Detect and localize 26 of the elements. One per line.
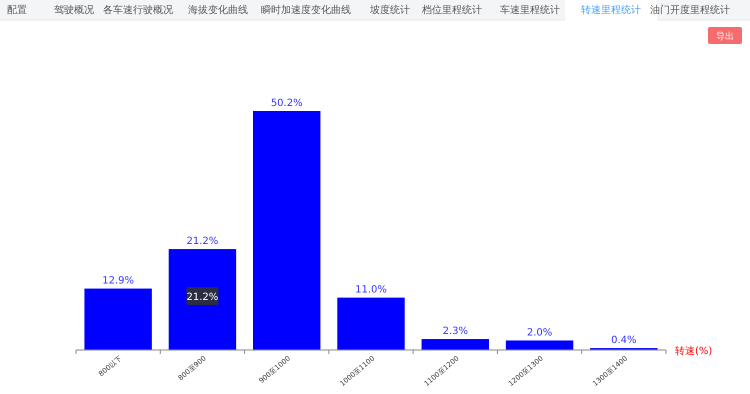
text: 车速里程统计 — [500, 4, 560, 16]
text: 导出 — [716, 31, 734, 42]
bar — [84, 288, 152, 350]
text: 配置 — [7, 4, 27, 16]
x-axis-title: 转速(%) — [675, 345, 712, 357]
data-label: 12.9% — [102, 276, 134, 287]
text: 海拔变化曲线 — [188, 4, 248, 16]
bar — [422, 339, 489, 350]
text: 档位里程统计 — [421, 4, 482, 16]
text: 转速里程统计 — [581, 4, 641, 16]
text: 瞬时加速度变化曲线 — [261, 4, 351, 16]
text: 驾驶概况 — [54, 4, 94, 16]
text: 各车速行驶概况 — [103, 4, 173, 16]
data-label: 0.4% — [611, 335, 637, 346]
data-label: 50.2% — [270, 98, 303, 109]
data-label: 2.3% — [442, 326, 468, 338]
text: 油门开度里程统计 — [650, 4, 730, 16]
text: 坡度统计 — [369, 4, 410, 16]
bar — [337, 298, 405, 350]
bar — [168, 249, 236, 350]
annotation: 21.2% — [186, 292, 218, 303]
bar — [506, 340, 574, 350]
data-label: 21.2% — [186, 236, 218, 248]
bar — [253, 111, 320, 350]
data-label: 2.0% — [526, 327, 552, 338]
data-label: 11.0% — [355, 284, 387, 296]
